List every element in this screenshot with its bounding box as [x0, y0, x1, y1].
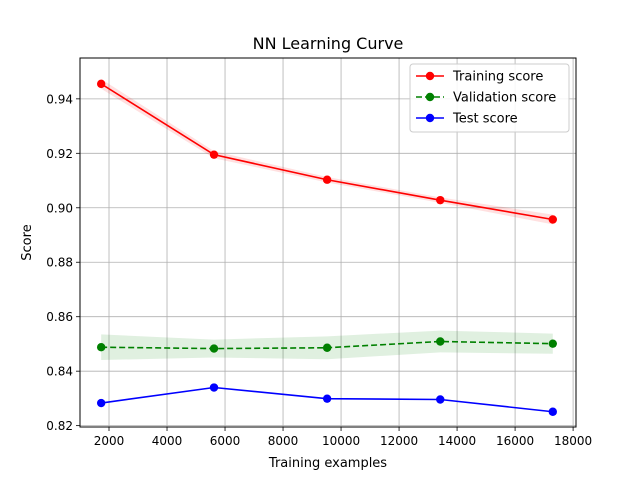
legend-marker-validation-score: [425, 92, 435, 102]
training-score-point: [436, 195, 445, 205]
validation-score-point: [436, 337, 445, 346]
y-axis-label: Score: [20, 224, 35, 260]
y-tick-label: 0.86: [46, 310, 73, 324]
x-tick-label: 10000: [322, 434, 360, 448]
training-score-point: [209, 150, 219, 159]
legend-box: [409, 63, 570, 133]
legend-label-training-score: Training score: [452, 70, 543, 85]
training-score-point: [322, 175, 332, 184]
test-score-point: [436, 395, 445, 404]
y-tick-label: 0.90: [46, 201, 73, 215]
legend-marker-training-score: [425, 71, 435, 81]
series-markers: [96, 79, 557, 416]
training-score-point: [548, 215, 557, 224]
training-score-band: [101, 78, 553, 225]
test-score-point: [322, 394, 332, 403]
axis-ticks: 2000 4000 6000 8000 10000 12000 14000 16000 1800…: [46, 92, 592, 448]
x-tick-label: 16000: [496, 434, 534, 448]
legend-label-test-score: Test score: [452, 112, 518, 127]
y-tick-label: 0.94: [46, 92, 73, 106]
legend-label-validation-score: Validation score: [453, 91, 556, 106]
x-tick-label: 2000: [94, 434, 125, 448]
test-score-point: [548, 407, 557, 416]
plot-frame: [79, 57, 577, 428]
x-tick-label: 4000: [152, 434, 183, 448]
x-tick-label: 8000: [268, 434, 299, 448]
validation-score-point: [96, 343, 106, 352]
test-score-point: [209, 383, 219, 392]
y-tick-label: 0.88: [46, 256, 73, 270]
y-tick-label: 0.92: [46, 147, 73, 161]
x-tick-label: 18000: [554, 434, 592, 448]
validation-score-point: [548, 339, 557, 348]
y-tick-label: 0.84: [46, 365, 73, 379]
validation-score-point: [322, 343, 332, 352]
legend-marker-test-score: [425, 113, 435, 123]
legend: Training score Validation score Test score: [409, 63, 570, 133]
x-tick-label: 14000: [438, 434, 476, 448]
y-tick-label: 0.82: [46, 419, 73, 433]
x-tick-label: 6000: [210, 434, 241, 448]
x-axis-label: Training examples: [268, 456, 387, 471]
validation-score-point: [209, 344, 219, 353]
test-score-point: [96, 398, 106, 408]
training-score-point: [96, 79, 106, 89]
chart-title: NN Learning Curve: [253, 34, 404, 53]
x-tick-label: 12000: [380, 434, 418, 448]
